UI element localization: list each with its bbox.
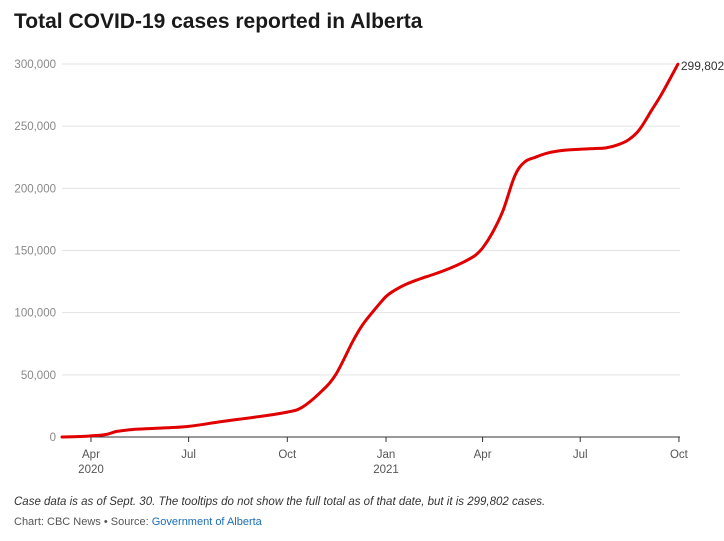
x-tick-year-label: 2020	[78, 464, 104, 476]
x-tick-label: Apr	[474, 449, 492, 461]
y-tick-label: 100,000	[14, 308, 56, 320]
y-tick-label: 150,000	[14, 246, 56, 258]
y-tick-label: 200,000	[14, 183, 56, 195]
x-tick-label: Jan	[377, 449, 396, 461]
x-tick-label: Jul	[573, 449, 588, 461]
x-tick-label: Apr	[82, 449, 100, 461]
chart-title: Total COVID-19 cases reported in Alberta	[14, 10, 423, 33]
source-link[interactable]: Government of Alberta	[151, 516, 262, 528]
x-tick-label: Oct	[278, 449, 297, 461]
y-axis: 0 50,000 100,000 150,000 200,000 250,000 300,0…	[14, 59, 56, 444]
y-tick-label: 0	[50, 432, 56, 444]
y-tick-label: 250,000	[14, 121, 56, 133]
chart-credit: Chart: CBC News • Source: Government of …	[14, 516, 262, 528]
end-value-label: 299,802	[681, 59, 724, 73]
x-tick-label: Jul	[181, 449, 196, 461]
end-label-layer: 299,802	[681, 59, 724, 73]
gridlines	[62, 63, 680, 376]
chart-note: Case data is as of Sept. 30. The tooltip…	[14, 496, 546, 508]
y-tick-label: 300,000	[14, 59, 56, 71]
series-layer	[60, 62, 680, 439]
x-tick-label: Oct	[670, 449, 689, 461]
x-axis: Apr 2020 Jul Oct Jan 2021 Apr Jul Oct	[62, 436, 689, 476]
x-tick-year-label: 2021	[373, 464, 399, 476]
y-tick-label: 50,000	[21, 370, 56, 382]
credit-prefix: Chart: CBC News • Source:	[14, 516, 152, 528]
series-line[interactable]	[60, 62, 680, 439]
